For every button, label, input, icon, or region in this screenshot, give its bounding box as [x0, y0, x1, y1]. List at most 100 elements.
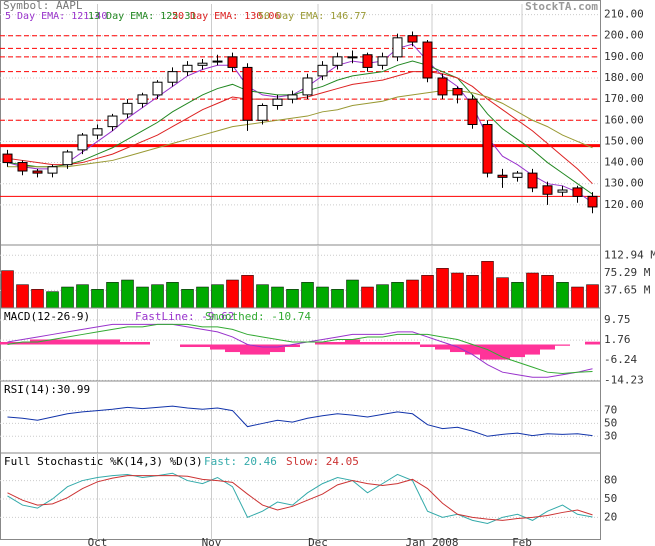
- candle-body: [47, 166, 58, 174]
- volume-bar: [511, 282, 524, 309]
- line: [7, 405, 593, 437]
- candle-body: [572, 187, 583, 197]
- candle-body: [137, 94, 148, 104]
- histogram-bar: [255, 344, 270, 355]
- symbol: Symbol: AAPL: [3, 0, 83, 12]
- candle-body: [107, 115, 118, 128]
- candle-body: [77, 134, 88, 151]
- volume-bar: [106, 282, 119, 309]
- y-tick-label: 140.00: [604, 156, 644, 169]
- y-tick-label: 20: [604, 510, 617, 523]
- candle-body: [227, 56, 238, 68]
- candle-body: [122, 102, 133, 115]
- legend-entry: Slow: 24.05: [286, 455, 359, 468]
- volume-bar: [451, 272, 464, 309]
- volume-bar: [271, 286, 284, 309]
- panel-title: MACD(12-26-9): [4, 310, 90, 323]
- candle-body: [302, 77, 313, 96]
- candle-body: [317, 64, 328, 77]
- y-tick-label: 50: [604, 492, 617, 505]
- histogram-bar: [390, 341, 405, 345]
- histogram-bar: [330, 341, 345, 345]
- candle-body: [557, 189, 568, 193]
- candle-body: [2, 153, 13, 164]
- candle-body: [167, 71, 178, 83]
- candle-body: [437, 77, 448, 96]
- line: [7, 323, 593, 378]
- x-tick-label: Feb: [512, 536, 532, 546]
- volume-bar: [361, 286, 374, 309]
- volume-bar: [421, 275, 434, 309]
- y-tick-label: 200.00: [604, 29, 644, 42]
- volume-bar: [91, 289, 104, 309]
- histogram-bar: [195, 344, 210, 348]
- histogram-bar: [315, 341, 330, 345]
- volume-bar: [211, 284, 224, 309]
- volume-bar: [466, 275, 479, 309]
- histogram-bar: [405, 341, 420, 345]
- y-tick-label: 75.29 M: [604, 266, 651, 279]
- x-tick-label: Nov: [202, 536, 222, 546]
- volume-bar: [241, 275, 254, 309]
- candle-body: [362, 54, 373, 68]
- y-tick-label: 210.00: [604, 8, 644, 21]
- volume-bar: [316, 286, 329, 309]
- histogram-bar: [120, 341, 135, 345]
- volume-bar: [31, 289, 44, 309]
- histogram-bar: [45, 339, 60, 345]
- volume-bar: [376, 284, 389, 309]
- histogram-bar: [90, 339, 105, 345]
- histogram-bar: [60, 339, 75, 345]
- volume-bar: [496, 277, 509, 309]
- histogram-bar: [540, 344, 555, 350]
- x-tick-label: Dec: [308, 536, 328, 546]
- candle-body: [92, 128, 103, 136]
- y-tick-label: 50: [604, 416, 617, 429]
- line: [7, 71, 593, 185]
- histogram-bar: [285, 344, 300, 348]
- candle-body: [587, 195, 598, 208]
- brand: StockTA.com: [525, 0, 598, 13]
- candle-body: [422, 41, 433, 79]
- volume-bar: [196, 286, 209, 309]
- histogram-bar: [435, 344, 450, 350]
- volume-bar: [406, 279, 419, 309]
- volume-bar: [391, 282, 404, 309]
- volume-bar: [301, 282, 314, 309]
- line: [7, 472, 593, 524]
- candle-body: [257, 104, 268, 121]
- candle-body: [512, 172, 523, 178]
- histogram-bar: [375, 341, 390, 345]
- histogram-bar: [0, 341, 15, 345]
- histogram-bar: [360, 341, 375, 345]
- volume-bar: [556, 282, 569, 309]
- histogram-bar: [510, 344, 525, 358]
- y-tick-label: 130.00: [604, 177, 644, 190]
- histogram-bar: [420, 344, 435, 348]
- volume-bar: [166, 282, 179, 309]
- y-tick-label: 160.00: [604, 113, 644, 126]
- line: [7, 43, 593, 204]
- volume-bar: [571, 286, 584, 309]
- candle-body: [242, 66, 253, 121]
- candle-body: [32, 170, 43, 174]
- histogram-bar: [180, 344, 195, 348]
- volume-bar: [76, 284, 89, 309]
- legend-entry: 5 Day EMA: 121.40: [5, 11, 107, 22]
- histogram-bar: [525, 344, 540, 355]
- histogram-bar: [210, 344, 225, 350]
- histogram-bar: [495, 344, 510, 360]
- volume-bar: [586, 284, 599, 309]
- legend-entry: 50 Day EMA: 146.77: [258, 11, 366, 22]
- y-tick-label: 150.00: [604, 134, 644, 147]
- candle-body: [62, 151, 73, 166]
- candle-body: [212, 60, 223, 63]
- legend-entry: 13 Day EMA: 125.31: [88, 11, 196, 22]
- volume-bar: [151, 284, 164, 309]
- candle-body: [347, 56, 358, 59]
- candle-body: [17, 162, 28, 172]
- volume-bar: [226, 279, 239, 309]
- volume-bar: [436, 268, 449, 309]
- candle-body: [287, 94, 298, 100]
